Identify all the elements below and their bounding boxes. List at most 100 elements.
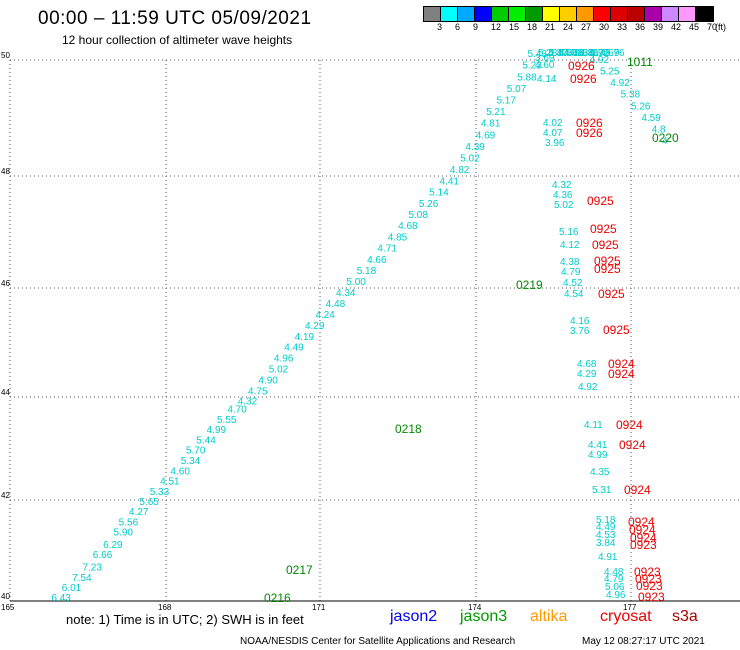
legend-swatch [458, 7, 475, 21]
pass-time-label: 0926 [576, 116, 603, 130]
pass-time-label: 0923 [636, 579, 663, 593]
swh-value: 5.08 [408, 210, 428, 221]
pass-time-label: 0924 [608, 367, 635, 381]
swh-value: 6.29 [103, 540, 123, 551]
lat-tick-label: 44 [1, 388, 10, 397]
legend-label: 18 [527, 22, 538, 32]
swh-value: 5.26 [631, 101, 651, 112]
swh-value: 5.28 [538, 48, 558, 59]
swh-value: 4.38 [560, 257, 580, 268]
pass-time-label: 0218 [395, 422, 422, 436]
swh-value: 5.18 [596, 515, 616, 526]
swh-value: 4.92 [578, 382, 598, 393]
legend-swatch [526, 7, 543, 21]
legend-label: 12 [491, 22, 502, 32]
pass-time-label: 0924 [630, 531, 657, 545]
pass-time-label: 0925 [598, 287, 625, 301]
swh-value: 4.32 [552, 180, 572, 191]
swh-value: 5.02 [460, 154, 480, 165]
legend-swatch [679, 7, 696, 21]
swh-value: 7.54 [72, 573, 92, 584]
swh-value: 4.59 [641, 113, 661, 124]
footer-timestamp: May 12 08:27:17 UTC 2021 [582, 636, 705, 647]
swh-value: 4.71 [377, 244, 397, 255]
swh-value: 4.07 [543, 128, 563, 139]
legend-swatch [492, 7, 509, 21]
swh-value: 4.52 [563, 278, 583, 289]
legend-swatch [594, 7, 611, 21]
page-subtitle: 12 hour collection of altimeter wave hei… [62, 33, 293, 47]
swh-value: 4.66 [367, 255, 387, 266]
legend-label: 33 [617, 22, 628, 32]
pass-time-label: 0925 [603, 323, 630, 337]
lon-tick-label: 165 [1, 603, 15, 610]
swh-value: 4.41 [588, 440, 608, 451]
swh-value: 4.32 [238, 397, 258, 408]
swh-value: 4.92 [610, 78, 630, 89]
swh-value: 4.69 [476, 130, 496, 141]
swh-value: 4.70 [227, 404, 247, 415]
lon-tick-label: 174 [468, 603, 482, 610]
legend-swatch [441, 7, 458, 21]
color-legend-bar [423, 6, 714, 22]
legend-label: 21 [545, 22, 556, 32]
swh-value: 4.49 [284, 343, 304, 354]
pass-time-label: 0926 [570, 72, 597, 86]
swh-value: 4.90 [258, 375, 278, 386]
swh-value: 5.38 [621, 90, 641, 101]
swh-value: 4.96 [606, 590, 626, 601]
pass-time-label: 0923 [638, 590, 665, 604]
swh-value: 4.92 [590, 55, 610, 66]
swh-value: 4.79 [604, 574, 624, 585]
swh-value: 5.33 [150, 487, 170, 498]
legend-label: 9 [473, 22, 479, 32]
pass-time-label: 0926 [576, 126, 603, 140]
pass-time-label: 0925 [590, 222, 617, 236]
swh-value: 4.35 [590, 467, 610, 478]
swh-value: 4.02 [543, 118, 563, 129]
pass-time-label: 0924 [628, 515, 655, 529]
swh-value: 4.85 [388, 232, 408, 243]
lat-tick-label: 50 [1, 51, 10, 60]
swh-value: 4.41 [440, 176, 460, 187]
legend-label: 45 [689, 22, 700, 32]
swh-value: 3.31 [579, 48, 599, 59]
swh-value: 5.02 [269, 364, 289, 375]
pass-time-label: 0924 [624, 483, 651, 497]
satellite-jason2: jason2 [390, 608, 438, 625]
swh-value: 4.82 [450, 165, 470, 176]
lon-tick-label: 177 [623, 603, 637, 610]
swh-value: 4.79 [561, 267, 581, 278]
swh-value: 4.68 [577, 359, 597, 370]
footer-note: note: 1) Time is in UTC; 2) SWH is in fe… [66, 612, 304, 627]
legend-swatch [628, 7, 645, 21]
swh-value: 6.01 [62, 583, 82, 594]
satellite-cryosat: cryosat [600, 608, 652, 625]
legend-label: 24 [563, 22, 574, 32]
swh-value: 4.64 [559, 48, 579, 59]
pass-time-label: 0923 [634, 565, 661, 579]
swh-value: 4.54 [564, 289, 584, 300]
pass-time-label: 0924 [608, 357, 635, 371]
swh-value: 5.88 [517, 72, 537, 83]
legend-swatch [645, 7, 662, 21]
legend-swatch [560, 7, 577, 21]
pass-time-label: 0924 [629, 523, 656, 537]
swh-value: 4.14 [537, 74, 557, 85]
satellite-altika: altika [530, 608, 568, 625]
satellite-jason3: jason3 [460, 608, 508, 625]
swh-value: 4.19 [295, 332, 315, 343]
legend-swatch [696, 7, 713, 21]
legend-swatch [509, 7, 526, 21]
swh-value: 5.26 [419, 199, 439, 210]
swh-value: 4.24 [315, 310, 335, 321]
lon-tick-label: 171 [312, 603, 326, 610]
swh-value: 5.21 [486, 107, 506, 118]
pass-time-label: 1011 [627, 55, 653, 69]
swh-value: 5.65 [139, 497, 159, 508]
swh-value: 4.16 [570, 316, 590, 327]
swh-value: 4.48 [326, 299, 346, 310]
pass-time-label: 0925 [592, 238, 619, 252]
swh-value: 4.30 [548, 48, 568, 59]
pass-time-label: 0923 [630, 538, 657, 552]
